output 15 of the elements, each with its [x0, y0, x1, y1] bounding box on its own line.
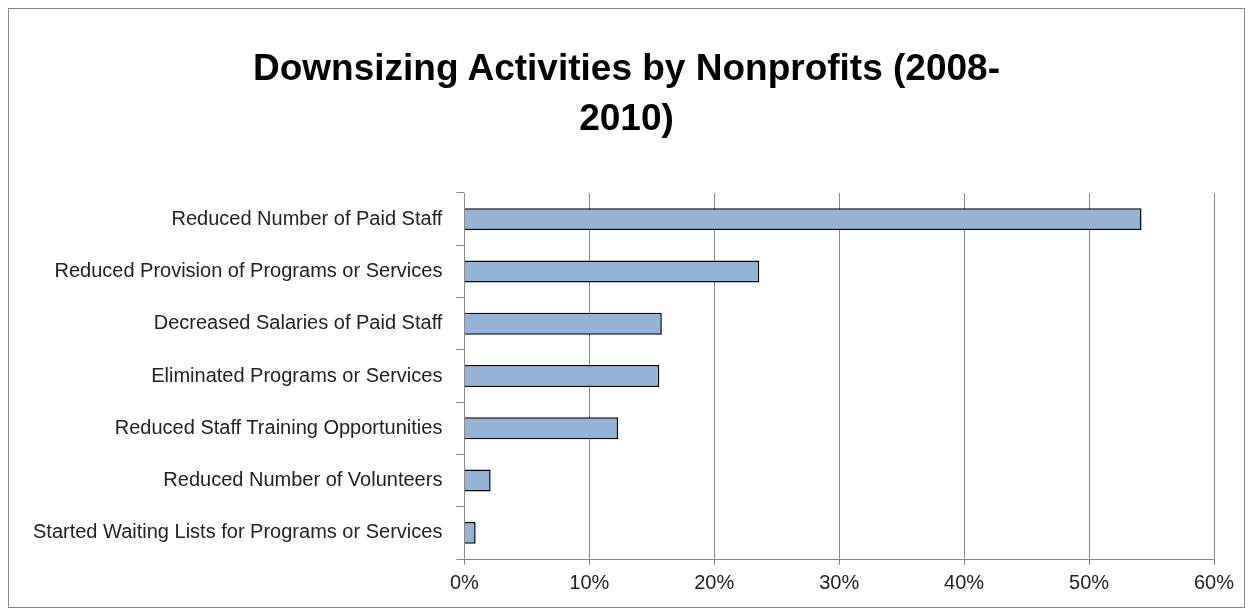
y-tick-label: Decreased Salaries of Paid Staff: [153, 311, 443, 334]
x-tick-label: 0%: [449, 570, 480, 593]
x-tick-label: 30%: [819, 570, 860, 593]
x-tick-label: 60%: [1193, 570, 1235, 593]
y-tick-label: Eliminated Programs or Services: [151, 363, 443, 386]
x-tick-label: 20%: [694, 570, 735, 593]
chart-title: Downsizing Activities by Nonprofits (2008-2010): [252, 46, 1001, 140]
y-tick-label: Reduced Provision of Programs or Services: [54, 258, 443, 281]
y-tick-label: Started Waiting Lists for Programs or Services: [32, 520, 443, 543]
x-tick-label: 10%: [569, 570, 610, 593]
y-tick-label: Reduced Number of Volunteers: [163, 468, 443, 491]
x-tick-label: 40%: [944, 570, 985, 593]
y-tick-label: Reduced Number of Paid Staff: [171, 206, 443, 229]
y-tick-label: Reduced Staff Training Opportunities: [114, 415, 443, 438]
x-tick-label: 50%: [1069, 570, 1110, 593]
